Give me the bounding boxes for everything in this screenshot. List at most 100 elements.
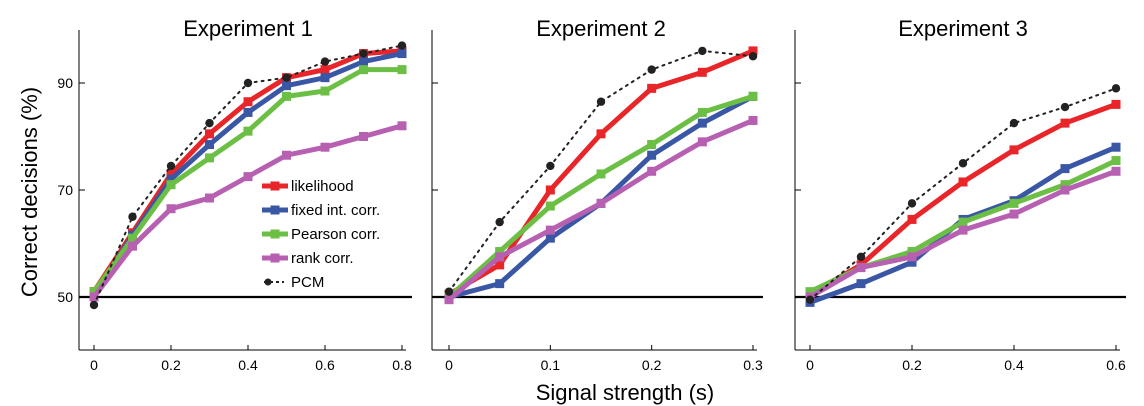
- x-tick-label: 0.6: [315, 357, 335, 373]
- x-tick-label: 0: [806, 357, 814, 373]
- series-line-likelihood: [808, 102, 1117, 297]
- data-point-likelihood: [1060, 118, 1070, 128]
- data-point-pearson-corr: [1009, 198, 1019, 208]
- data-point-pearson-corr: [958, 217, 968, 227]
- data-point-pcm: [444, 287, 454, 296]
- x-tick-label: 0.2: [902, 357, 922, 373]
- data-point-rank-corr: [243, 172, 253, 182]
- data-point-rank-corr: [444, 295, 454, 305]
- data-point-pearson-corr: [320, 86, 330, 96]
- data-point-pcm: [596, 97, 606, 106]
- data-point-pearson-corr: [596, 169, 606, 179]
- data-point-pearson-corr: [495, 247, 505, 257]
- y-tick-label: 90: [57, 75, 73, 91]
- data-point-pcm: [128, 212, 137, 221]
- data-point-pcm: [89, 300, 99, 310]
- data-point-pearson-corr: [545, 201, 555, 211]
- legend-marker-fixed-int-corr: [270, 205, 280, 215]
- panel-experiment-1: Experiment 1 50 70 90 0 0.2 0.4 0.6 0.8: [57, 16, 412, 373]
- data-point-likelihood: [647, 83, 657, 93]
- legend-marker-pearson-corr: [270, 229, 280, 239]
- data-point-rank-corr: [545, 225, 555, 235]
- data-point-fixed-int-corr: [1060, 164, 1070, 174]
- data-point-rank-corr: [282, 150, 291, 160]
- x-tick-label: 0: [445, 357, 453, 373]
- x-tick-label: 0.8: [392, 357, 412, 373]
- y-axis-label: Correct decisions (%): [17, 87, 42, 297]
- x-tick-label: 0.2: [642, 357, 662, 373]
- data-point-pearson-corr: [397, 65, 407, 75]
- data-point-pcm: [1111, 84, 1121, 93]
- data-point-fixed-int-corr: [697, 118, 707, 128]
- data-point-likelihood: [1111, 99, 1121, 109]
- data-point-fixed-int-corr: [495, 279, 505, 289]
- legend-marker-likelihood: [270, 181, 280, 191]
- data-point-pcm: [359, 49, 368, 58]
- data-point-likelihood: [697, 67, 707, 77]
- data-point-rank-corr: [495, 252, 505, 262]
- legend-label-likelihood: likelihood: [291, 178, 354, 195]
- data-point-pearson-corr: [697, 107, 707, 117]
- x-tick-label: 0.4: [238, 357, 258, 373]
- data-point-pcm: [320, 57, 330, 66]
- data-point-pearson-corr: [1111, 156, 1121, 166]
- x-tick-label: 0.3: [743, 357, 763, 373]
- data-point-pearson-corr: [748, 91, 758, 101]
- data-point-rank-corr: [1009, 209, 1019, 219]
- data-point-pcm: [907, 199, 917, 208]
- data-point-pcm: [856, 252, 866, 262]
- data-point-pcm: [647, 65, 656, 74]
- legend-label-fixed-int-corr: fixed int. corr.: [291, 202, 380, 219]
- data-point-rank-corr: [647, 166, 657, 176]
- data-point-rank-corr: [697, 137, 707, 147]
- data-point-likelihood: [495, 260, 505, 270]
- data-point-pcm: [205, 118, 214, 128]
- data-point-pearson-corr: [205, 153, 214, 163]
- data-point-pcm: [495, 217, 504, 227]
- panel-experiment-3: Experiment 3 0 0.2 0.4 0.6: [794, 16, 1126, 373]
- legend-marker-pcm: [264, 278, 272, 286]
- data-point-likelihood: [907, 214, 917, 224]
- data-point-likelihood: [205, 129, 214, 139]
- legend-marker-rank-corr: [270, 253, 280, 263]
- data-point-likelihood: [166, 169, 176, 179]
- legend-label-rank-corr: rank corr.: [291, 250, 354, 267]
- legend-label-pcm: PCM: [291, 274, 324, 291]
- data-point-likelihood: [1009, 145, 1019, 155]
- data-point-rank-corr: [89, 292, 99, 302]
- x-tick-label: 0.4: [1004, 357, 1024, 373]
- data-point-rank-corr: [205, 193, 214, 203]
- data-point-pcm: [397, 41, 407, 50]
- x-tick-label: 0: [90, 357, 98, 373]
- data-point-pearson-corr: [166, 180, 176, 190]
- x-tick-label: 0.6: [1106, 357, 1126, 373]
- data-point-rank-corr: [907, 252, 917, 262]
- data-point-rank-corr: [128, 241, 137, 251]
- data-point-rank-corr: [958, 225, 968, 235]
- series-line-rank-corr: [447, 118, 754, 302]
- data-point-rank-corr: [856, 263, 866, 273]
- data-point-fixed-int-corr: [545, 233, 555, 243]
- data-point-pearson-corr: [907, 247, 917, 257]
- data-point-rank-corr: [596, 198, 606, 208]
- x-axis-label: Signal strength (s): [536, 380, 715, 405]
- data-point-rank-corr: [166, 204, 176, 214]
- data-point-pearson-corr: [89, 287, 99, 297]
- data-point-fixed-int-corr: [1111, 142, 1121, 152]
- y-tick-label: 70: [57, 182, 73, 198]
- panel-title: Experiment 3: [898, 16, 1028, 41]
- data-point-likelihood: [748, 46, 758, 56]
- data-point-pcm: [698, 46, 707, 56]
- data-point-rank-corr: [1060, 185, 1070, 195]
- y-tick-label: 50: [57, 289, 73, 305]
- data-point-fixed-int-corr: [320, 73, 330, 83]
- data-point-rank-corr: [748, 115, 758, 125]
- data-point-pearson-corr: [243, 126, 253, 136]
- data-point-likelihood: [596, 129, 606, 139]
- data-point-likelihood: [545, 185, 555, 195]
- data-point-fixed-int-corr: [397, 49, 407, 59]
- data-point-rank-corr: [397, 121, 407, 131]
- data-point-pcm: [546, 161, 555, 171]
- data-point-pearson-corr: [805, 287, 815, 297]
